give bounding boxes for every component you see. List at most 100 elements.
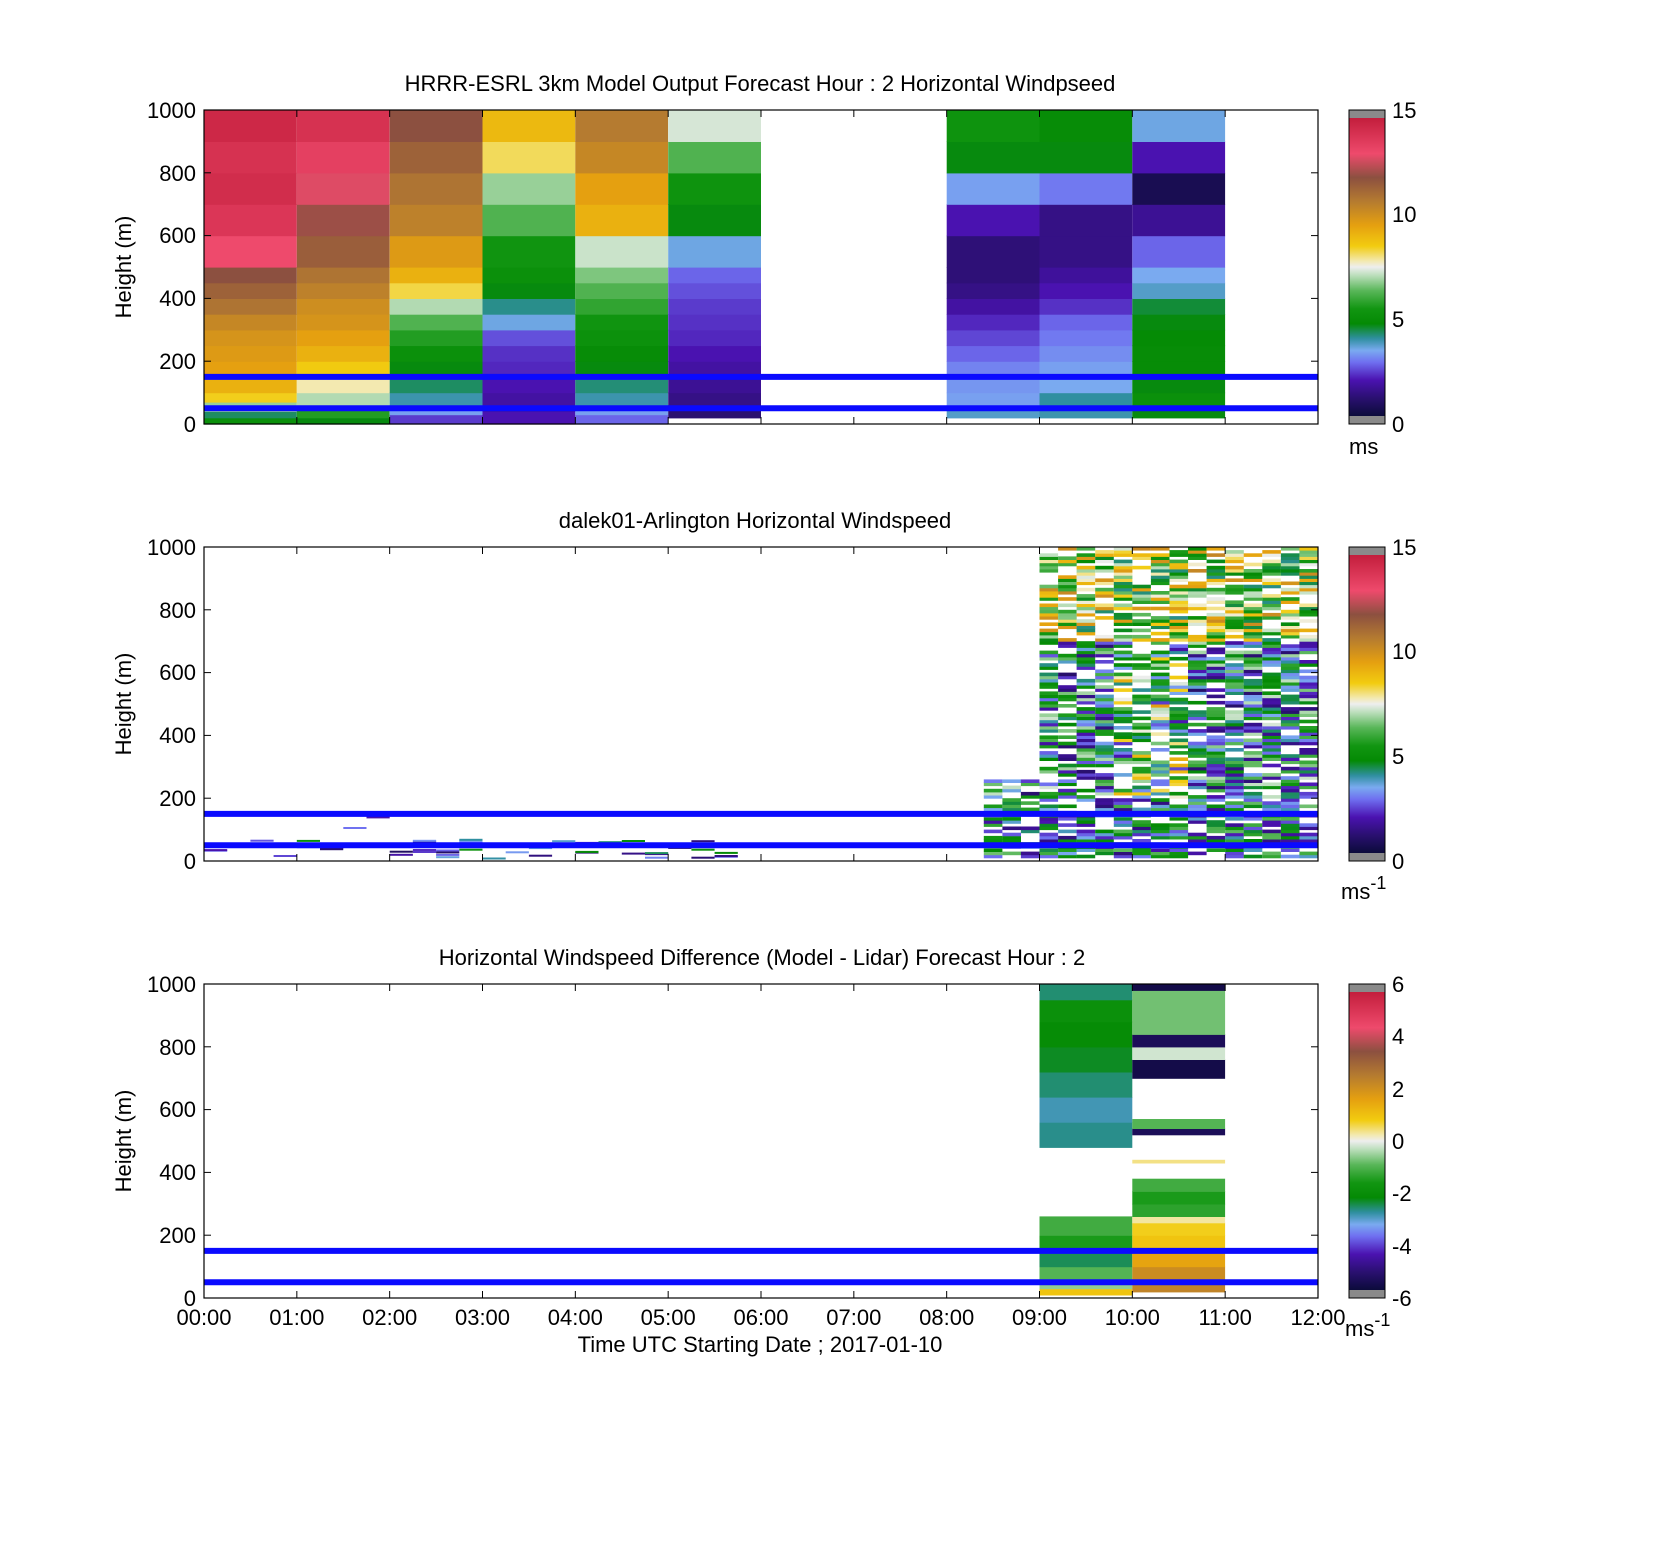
heatmap-cell bbox=[1280, 553, 1300, 557]
heatmap-cell bbox=[1299, 638, 1318, 642]
heatmap-cell bbox=[1225, 766, 1244, 771]
heatmap-cell bbox=[1206, 807, 1226, 812]
heatmap-cell bbox=[1188, 616, 1207, 620]
heatmap-cell bbox=[1225, 700, 1244, 705]
colorbar-unit-label: ms bbox=[1349, 434, 1378, 459]
heatmap-cell bbox=[482, 345, 576, 362]
heatmap-cell bbox=[1076, 748, 1096, 752]
heatmap-cell bbox=[1169, 763, 1189, 768]
heatmap-cell bbox=[1188, 716, 1207, 721]
heatmap-cell bbox=[1132, 1119, 1226, 1129]
heatmap-cell bbox=[1188, 754, 1207, 758]
heatmap-cell bbox=[1206, 678, 1226, 683]
heatmap-cell bbox=[1243, 625, 1263, 630]
heatmap-cell bbox=[1280, 675, 1300, 680]
heatmap-cell bbox=[1132, 235, 1226, 268]
colorbar-tick-label: 0 bbox=[1392, 1129, 1404, 1154]
heatmap-cell bbox=[204, 204, 297, 237]
heatmap-cell bbox=[1076, 776, 1096, 780]
heatmap-cell bbox=[1262, 565, 1281, 570]
heatmap-cell bbox=[1280, 823, 1300, 827]
heatmap-cell bbox=[1299, 553, 1318, 557]
heatmap-cell bbox=[1076, 569, 1096, 573]
heatmap-cell bbox=[1299, 572, 1318, 576]
heatmap-cell bbox=[1169, 562, 1189, 567]
heatmap-cell bbox=[1243, 553, 1263, 557]
heatmap-cell bbox=[1039, 559, 1059, 564]
heatmap-cell bbox=[1169, 848, 1189, 852]
heatmap-cell bbox=[1225, 795, 1244, 799]
heatmap-cell bbox=[1225, 666, 1244, 670]
x-tick-label: 10:00 bbox=[1105, 1305, 1160, 1330]
heatmap-cell bbox=[946, 298, 1040, 315]
heatmap-cell bbox=[983, 820, 1003, 824]
heatmap-cell bbox=[1299, 760, 1318, 765]
heatmap-cell bbox=[1299, 748, 1318, 752]
heatmap-cell bbox=[1039, 832, 1059, 837]
heatmap-cell bbox=[1095, 587, 1114, 592]
heatmap-cell bbox=[1132, 1046, 1226, 1060]
heatmap-cell bbox=[1206, 795, 1226, 799]
heatmap-cell bbox=[1243, 653, 1263, 658]
heatmap-cell bbox=[1113, 619, 1133, 623]
heatmap-cell bbox=[1280, 785, 1300, 790]
heatmap-cell bbox=[1280, 807, 1300, 812]
colorbar-tick-label: 10 bbox=[1392, 202, 1416, 227]
heatmap-cell bbox=[1206, 829, 1226, 834]
heatmap-cell bbox=[1076, 553, 1096, 557]
heatmap-cell bbox=[1169, 791, 1189, 796]
heatmap-cell bbox=[1132, 553, 1151, 557]
heatmap-cell bbox=[1150, 798, 1170, 802]
heatmap-cell bbox=[1150, 672, 1170, 677]
heatmap-cell bbox=[1058, 656, 1077, 661]
heatmap-cell bbox=[1188, 817, 1207, 821]
heatmap-cell bbox=[1076, 829, 1096, 834]
heatmap-cell bbox=[1076, 769, 1096, 774]
heatmap-cell bbox=[1132, 556, 1151, 560]
heatmap-cell bbox=[1076, 653, 1096, 658]
heatmap-cell bbox=[1188, 594, 1207, 598]
heatmap-cell bbox=[1243, 660, 1263, 664]
heatmap-cell bbox=[1039, 820, 1059, 824]
heatmap-cell bbox=[1206, 547, 1226, 551]
heatmap-cell bbox=[1243, 779, 1263, 783]
heatmap-cell bbox=[1280, 656, 1300, 661]
heatmap-cell bbox=[1150, 854, 1170, 859]
heatmap-cell bbox=[1150, 804, 1170, 809]
heatmap-cell bbox=[1039, 707, 1059, 711]
heatmap-cell bbox=[1299, 581, 1318, 586]
heatmap-cell bbox=[389, 204, 483, 237]
heatmap-cell bbox=[1243, 773, 1263, 777]
panel-difference-title: Horizontal Windspeed Difference (Model -… bbox=[439, 945, 1085, 970]
heatmap-cell bbox=[1113, 829, 1133, 834]
heatmap-cell bbox=[1188, 688, 1207, 692]
heatmap-cell bbox=[1280, 562, 1300, 567]
heatmap-cell bbox=[1206, 597, 1226, 601]
colorbar-unit-label: ms-1 bbox=[1341, 873, 1386, 904]
heatmap-cell bbox=[946, 267, 1040, 284]
heatmap-cell bbox=[1039, 314, 1133, 331]
heatmap-cell bbox=[1262, 832, 1281, 837]
heatmap-cell bbox=[296, 392, 390, 409]
colorbar-unit-exponent: -1 bbox=[1374, 1310, 1390, 1330]
heatmap-cell bbox=[1169, 584, 1189, 589]
panel-difference-y-ticks: 0 200 400 600 800 1000 bbox=[147, 972, 196, 1311]
heatmap-cell bbox=[1225, 782, 1244, 787]
heatmap-cell bbox=[1113, 569, 1133, 573]
heatmap-cell bbox=[1095, 744, 1114, 749]
heatmap-cell bbox=[1243, 694, 1263, 699]
heatmap-cell bbox=[1262, 801, 1281, 805]
heatmap-cell bbox=[1150, 553, 1170, 557]
heatmap-cell bbox=[1058, 575, 1077, 579]
heatmap-cell bbox=[1076, 710, 1096, 714]
heatmap-cell bbox=[389, 141, 483, 174]
heatmap-cell bbox=[1113, 591, 1133, 595]
heatmap-cell bbox=[983, 817, 1003, 821]
heatmap-cell bbox=[1225, 854, 1244, 859]
heatmap-cell bbox=[1206, 663, 1226, 667]
heatmap-cell bbox=[1039, 804, 1059, 809]
heatmap-cell bbox=[1225, 559, 1244, 564]
heatmap-cell bbox=[1132, 597, 1151, 601]
heatmap-cell bbox=[1132, 1266, 1226, 1280]
heatmap-cell bbox=[1132, 565, 1151, 570]
